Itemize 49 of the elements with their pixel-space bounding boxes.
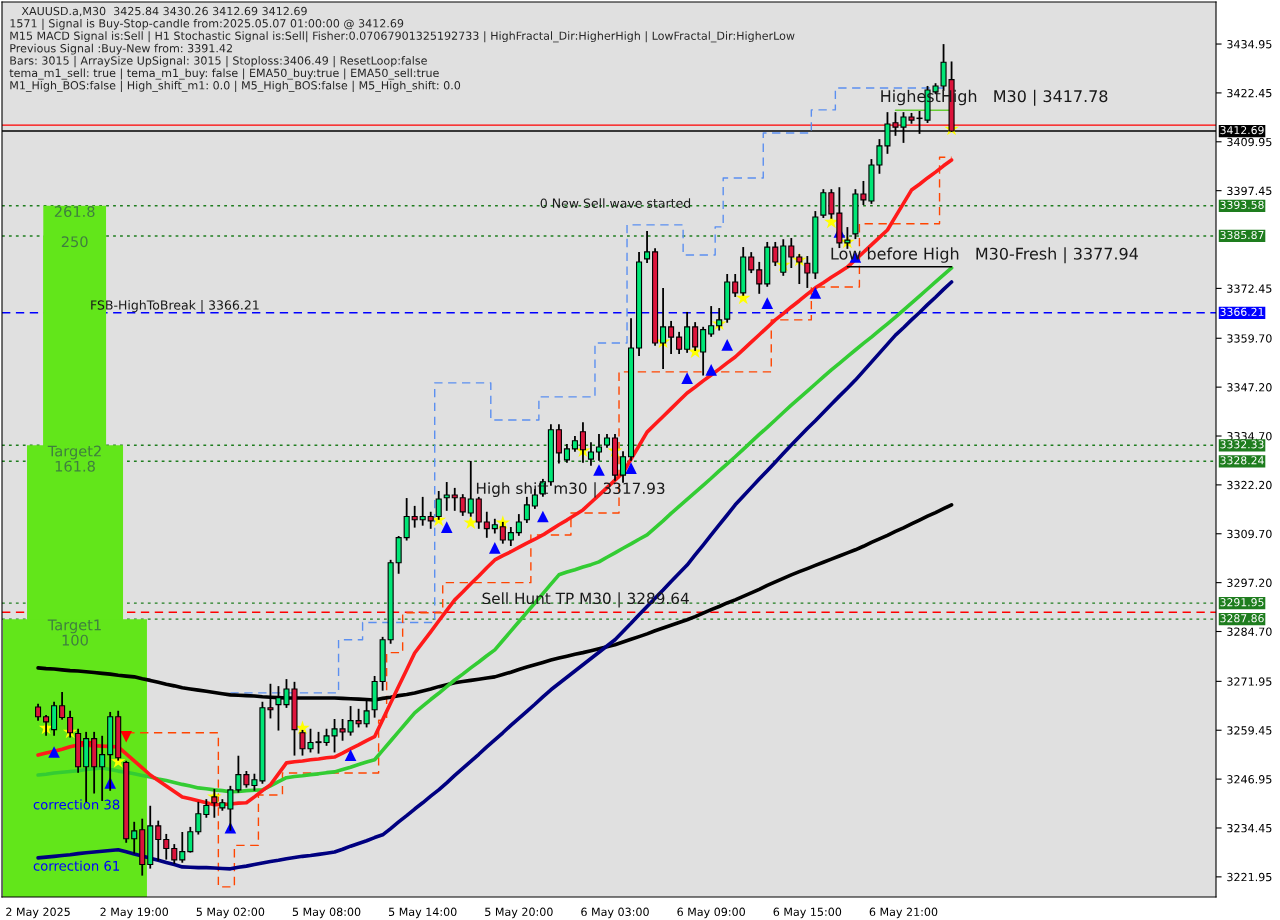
y-tick-label: 3259.45: [1227, 726, 1272, 735]
band-label: Target2 161.8: [47, 445, 101, 472]
y-tick-label: 3347.20: [1227, 383, 1272, 392]
y-tick-label: 3297.20: [1227, 578, 1272, 588]
ref-line-label: 3366.21: [1220, 307, 1264, 316]
x-tick-label: 6 May 15:00: [773, 907, 842, 919]
ref-line-label: 3393.58: [1220, 200, 1264, 209]
y-tick-label: 3271.95: [1227, 677, 1272, 686]
x-tick-label: 5 May 14:00: [388, 907, 457, 919]
y-tick-label: 3234.45: [1227, 823, 1272, 833]
annotation: tema_m1_sell: true | tema_m1_buy: false | EMA50_buy:true | EMA50_sell:true: [9, 68, 439, 80]
annotation: correction 61: [33, 860, 120, 871]
y-tick-label: 3334.70: [1227, 431, 1272, 441]
band-label: 250: [61, 236, 88, 248]
y-tick-label: 3397.45: [1227, 186, 1272, 196]
x-tick-label: 5 May 08:00: [292, 907, 361, 919]
ref-line-label: 3291.95: [1220, 598, 1264, 607]
y-tick-label: 3284.70: [1227, 627, 1272, 636]
band-label: 261.8: [54, 206, 95, 218]
ref-line-label: 3332.33: [1220, 440, 1264, 449]
y-tick-label: 3422.45: [1227, 88, 1272, 98]
x-tick-label: 2 May 19:00: [100, 907, 169, 919]
x-tick-label: 5 May 20:00: [485, 907, 553, 919]
y-tick-label: 3434.95: [1227, 40, 1272, 49]
ref-line-label: 3385.87: [1220, 230, 1264, 240]
x-tick-label: 5 May 02:00: [196, 907, 265, 919]
ref-line-label: 3328.24: [1220, 456, 1264, 465]
annotation: 0 New Sell wave started: [540, 198, 691, 208]
x-tick-label: 6 May 09:00: [677, 907, 745, 919]
y-tick-label: 3309.70: [1227, 529, 1272, 539]
annotation: Bars: 3015 | ArraySize UpSignal: 3015 | Stoploss:3406.49 | ResetLoop:false: [10, 56, 427, 68]
annotation: Previous Signal :Buy-New from: 3391.42: [10, 43, 232, 55]
y-tick-label: 3322.20: [1227, 480, 1272, 490]
ref-line-label: 3412.69: [1220, 126, 1264, 135]
y-tick-label: 3246.95: [1227, 775, 1272, 784]
annotation: correction 38: [33, 799, 120, 810]
y-tick-label: 3372.45: [1227, 284, 1272, 293]
x-tick-label: 6 May 03:00: [581, 907, 649, 919]
ref-line-label: 3287.86: [1220, 614, 1264, 623]
x-tick-label: 6 May 21:00: [869, 907, 938, 919]
x-tick-label: 2 May 2025: [6, 907, 70, 919]
y-tick-label: 3359.70: [1227, 334, 1272, 343]
chart-title: XAUUSD.a,M30 3425.84 3430.26 3412.69 3412.69: [21, 6, 307, 17]
annotation: M1_High_BOS:false | High_shift_m1: 0.0 | M5_High_BOS:false | M5_High_shift: 0.0: [10, 80, 461, 92]
annotation: M15 MACD Signal is:Sell | H1 Stochastic Signal is:Sell| Fisher:0.07067901325192733 | HighFractal_Dir:HigherHigh | LowFractal_Dir:HigherLow: [10, 31, 795, 43]
band-label: Target1 100: [47, 619, 101, 646]
y-tick-label: 3409.95: [1227, 137, 1272, 147]
y-tick-label: 3221.95: [1227, 872, 1272, 882]
annotation: 1571 | Signal is Buy-Stop-candle from:2025.05.07 01:00:00 @ 3412.69: [10, 18, 404, 30]
